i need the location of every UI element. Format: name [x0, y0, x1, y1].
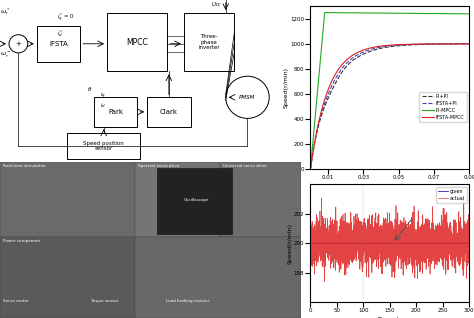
- Line: IFSTA-MPCC: IFSTA-MPCC: [310, 44, 469, 169]
- IFSTA-MPCC: [466, 42, 472, 46]
- Bar: [147, 97, 191, 127]
- actual: [308, 236, 313, 239]
- IFSTA-MPCC: [316, 121, 321, 125]
- PI-MPCC: [316, 77, 321, 81]
- IFSTA+PI: [462, 42, 467, 46]
- IFSTA-MPCC: [462, 42, 467, 46]
- X-axis label: Times/s: Times/s: [378, 316, 402, 318]
- Text: $i_d^*$: $i_d^*$: [57, 29, 64, 39]
- Line: IFSTA+PI: IFSTA+PI: [310, 44, 469, 169]
- Text: IFSTA: IFSTA: [49, 41, 68, 47]
- Text: +: +: [16, 41, 21, 47]
- Text: $U_{DC}$: $U_{DC}$: [210, 1, 222, 10]
- IFSTA-MPCC: [381, 44, 386, 48]
- PI-MPCC: [462, 12, 467, 16]
- IFSTA+PI: [433, 42, 438, 46]
- Text: MPCC: MPCC: [126, 38, 148, 47]
- Text: Oscilloscope: Oscilloscope: [183, 198, 209, 202]
- Text: $\omega_r^*$: $\omega_r^*$: [0, 6, 10, 17]
- Bar: [94, 97, 137, 127]
- Bar: [0, 162, 136, 237]
- Text: Torque sensor: Torque sensor: [90, 300, 119, 303]
- IFSTA-MPCC: [462, 42, 467, 46]
- Text: Real-time simulation: Real-time simulation: [3, 164, 46, 168]
- Legend: PI+PI, IFSTA+PI, PI-MPCC, IFSTA-MPCC: PI+PI, IFSTA+PI, PI-MPCC, IFSTA-MPCC: [419, 92, 467, 122]
- Text: $i_q$: $i_q$: [100, 91, 106, 101]
- Legend: given, actual: given, actual: [436, 187, 467, 203]
- actual: [326, 247, 331, 251]
- PI-MPCC: [381, 11, 386, 15]
- Text: Power component: Power component: [3, 238, 40, 243]
- given: [326, 241, 331, 245]
- given: [368, 241, 374, 245]
- Bar: [156, 169, 232, 234]
- IFSTA+PI: [385, 44, 391, 48]
- IFSTA-MPCC: [433, 42, 438, 46]
- PI-MPCC: [385, 11, 391, 15]
- actual: [321, 280, 327, 283]
- Text: Universal servo drive: Universal servo drive: [223, 164, 266, 168]
- Line: actual: actual: [310, 197, 469, 281]
- Y-axis label: Speed(r/min): Speed(r/min): [287, 223, 292, 264]
- given: [466, 241, 472, 245]
- PI+PI: [466, 42, 472, 46]
- given: [335, 241, 341, 245]
- Bar: [184, 13, 234, 71]
- Line: PI+PI: PI+PI: [310, 44, 469, 169]
- Text: $i_q^*=0$: $i_q^*=0$: [57, 12, 74, 24]
- Text: Three-
phase
inverter: Three- phase inverter: [198, 34, 220, 51]
- PI+PI: [433, 42, 438, 46]
- Y-axis label: Speed(r/min): Speed(r/min): [284, 67, 289, 108]
- IFSTA+PI: [462, 42, 467, 46]
- IFSTA+PI: [466, 42, 472, 46]
- Bar: [107, 13, 167, 71]
- PI-MPCC: [322, 11, 328, 15]
- actual: [461, 195, 466, 199]
- actual: [446, 236, 452, 240]
- actual: [369, 267, 374, 271]
- Text: $\theta$: $\theta$: [87, 85, 92, 93]
- PI+PI: [381, 46, 386, 50]
- PI-MPCC: [466, 12, 472, 16]
- PI-MPCC: [308, 167, 313, 170]
- actual: [335, 235, 341, 239]
- Text: Park: Park: [108, 109, 123, 115]
- PI-MPCC: [433, 12, 438, 16]
- PI-MPCC: [462, 12, 467, 16]
- Line: PI-MPCC: PI-MPCC: [310, 13, 469, 169]
- Bar: [67, 133, 140, 159]
- Bar: [0, 237, 136, 318]
- IFSTA+PI: [316, 122, 321, 126]
- Bar: [220, 162, 301, 237]
- Text: Clark: Clark: [160, 109, 178, 115]
- Text: $i_d$: $i_d$: [100, 101, 106, 110]
- IFSTA+PI: [381, 45, 386, 49]
- Text: $\omega_r^-$: $\omega_r^-$: [0, 51, 11, 60]
- actual: [464, 234, 469, 238]
- actual: [375, 243, 381, 247]
- given: [446, 241, 452, 245]
- PI+PI: [308, 167, 313, 170]
- actual: [466, 243, 472, 247]
- PI+PI: [316, 123, 321, 127]
- Text: PMSM: PMSM: [239, 95, 255, 100]
- given: [463, 241, 469, 245]
- Bar: [136, 162, 220, 237]
- PI+PI: [462, 42, 467, 46]
- IFSTA-MPCC: [308, 167, 313, 170]
- Text: Load braking resistor: Load braking resistor: [165, 300, 209, 303]
- PI+PI: [385, 45, 391, 49]
- Circle shape: [9, 35, 28, 53]
- Text: Spectral servo drive: Spectral servo drive: [138, 164, 180, 168]
- given: [375, 241, 381, 245]
- Bar: [136, 237, 301, 318]
- Text: Servo motor: Servo motor: [3, 300, 28, 303]
- PI+PI: [462, 42, 467, 46]
- IFSTA-MPCC: [385, 44, 391, 47]
- Bar: [37, 26, 80, 62]
- given: [308, 241, 313, 245]
- Circle shape: [226, 76, 269, 118]
- IFSTA+PI: [308, 167, 313, 170]
- Text: Speed position
sensor: Speed position sensor: [83, 141, 124, 151]
